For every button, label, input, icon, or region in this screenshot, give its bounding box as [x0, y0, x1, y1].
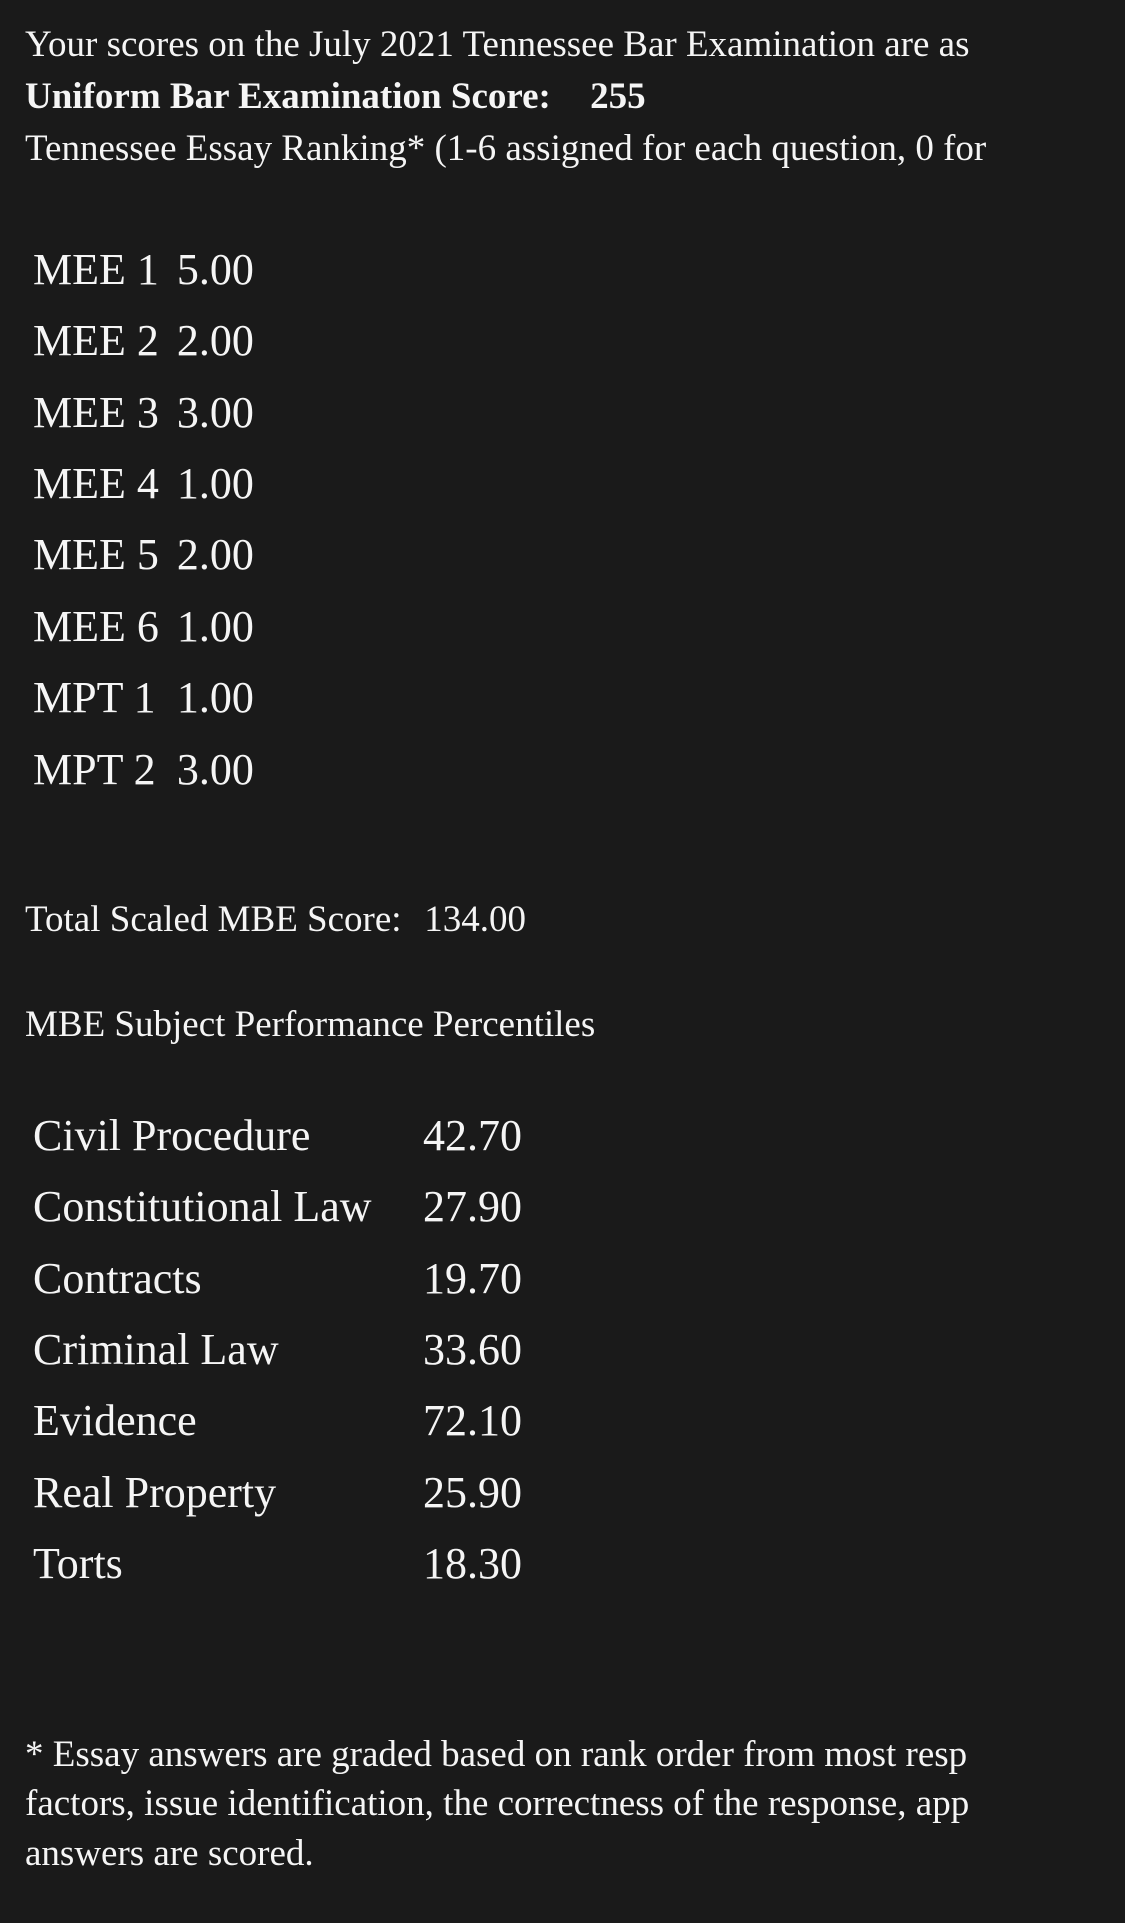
table-row: Evidence 72.10 — [33, 1385, 522, 1456]
table-row: Constitutional Law 27.90 — [33, 1171, 522, 1242]
table-row: MEE 2 2.00 — [33, 305, 254, 376]
percentile-label: Civil Procedure — [33, 1100, 423, 1171]
percentile-value: 27.90 — [423, 1171, 522, 1242]
essay-label: MPT 1 — [33, 662, 177, 733]
table-row: Criminal Law 33.60 — [33, 1314, 522, 1385]
table-row: MEE 4 1.00 — [33, 448, 254, 519]
percentile-label: Real Property — [33, 1457, 423, 1528]
percentile-value: 19.70 — [423, 1243, 522, 1314]
ube-score-value: 255 — [590, 72, 646, 122]
footnote-line: factors, issue identification, the corre… — [25, 1779, 1100, 1829]
essay-score: 1.00 — [177, 448, 254, 519]
mbe-total-label: Total Scaled MBE Score: — [25, 895, 415, 945]
essay-score: 5.00 — [177, 234, 254, 305]
percentiles-heading: MBE Subject Performance Percentiles — [25, 1000, 1100, 1050]
table-row: Contracts 19.70 — [33, 1243, 522, 1314]
table-row: MEE 3 3.00 — [33, 377, 254, 448]
table-row: MPT 2 3.00 — [33, 734, 254, 805]
ube-label: Uniform Bar Examination Score: — [25, 76, 551, 117]
percentile-label: Evidence — [33, 1385, 423, 1456]
mbe-total-line: Total Scaled MBE Score: 134.00 — [25, 895, 1100, 945]
percentile-label: Contracts — [33, 1243, 423, 1314]
essay-label: MEE 1 — [33, 234, 177, 305]
essay-score: 3.00 — [177, 734, 254, 805]
essay-label: MEE 2 — [33, 305, 177, 376]
essay-score: 1.00 — [177, 662, 254, 733]
percentile-label: Constitutional Law — [33, 1171, 423, 1242]
ube-score-line: Uniform Bar Examination Score: 255 — [25, 72, 1100, 122]
essay-score: 2.00 — [177, 519, 254, 590]
percentile-value: 18.30 — [423, 1528, 522, 1599]
table-row: Real Property 25.90 — [33, 1457, 522, 1528]
percentiles-table: Civil Procedure 42.70 Constitutional Law… — [33, 1100, 522, 1600]
percentile-value: 72.10 — [423, 1385, 522, 1456]
footnote-block: * Essay answers are graded based on rank… — [25, 1730, 1100, 1880]
percentile-label: Torts — [33, 1528, 423, 1599]
score-report-page: Your scores on the July 2021 Tennessee B… — [0, 0, 1125, 1899]
table-row: MEE 1 5.00 — [33, 234, 254, 305]
percentile-label: Criminal Law — [33, 1314, 423, 1385]
essay-label: MEE 5 — [33, 519, 177, 590]
footnote-line: * Essay answers are graded based on rank… — [25, 1730, 1100, 1780]
percentile-value: 42.70 — [423, 1100, 522, 1171]
essay-score: 1.00 — [177, 591, 254, 662]
footnote-line: answers are scored. — [25, 1829, 1100, 1879]
table-row: MEE 5 2.00 — [33, 519, 254, 590]
essay-ranking-note: Tennessee Essay Ranking* (1-6 assigned f… — [25, 124, 1100, 174]
essay-scores-table: MEE 1 5.00 MEE 2 2.00 MEE 3 3.00 MEE 4 1… — [33, 234, 254, 805]
mbe-total-value: 134.00 — [424, 899, 526, 940]
table-row: MPT 1 1.00 — [33, 662, 254, 733]
intro-text: Your scores on the July 2021 Tennessee B… — [25, 20, 1100, 70]
table-row: Civil Procedure 42.70 — [33, 1100, 522, 1171]
essay-label: MPT 2 — [33, 734, 177, 805]
essay-label: MEE 6 — [33, 591, 177, 662]
essay-label: MEE 4 — [33, 448, 177, 519]
table-row: Torts 18.30 — [33, 1528, 522, 1599]
essay-score: 3.00 — [177, 377, 254, 448]
essay-score: 2.00 — [177, 305, 254, 376]
table-row: MEE 6 1.00 — [33, 591, 254, 662]
percentile-value: 25.90 — [423, 1457, 522, 1528]
essay-label: MEE 3 — [33, 377, 177, 448]
percentile-value: 33.60 — [423, 1314, 522, 1385]
